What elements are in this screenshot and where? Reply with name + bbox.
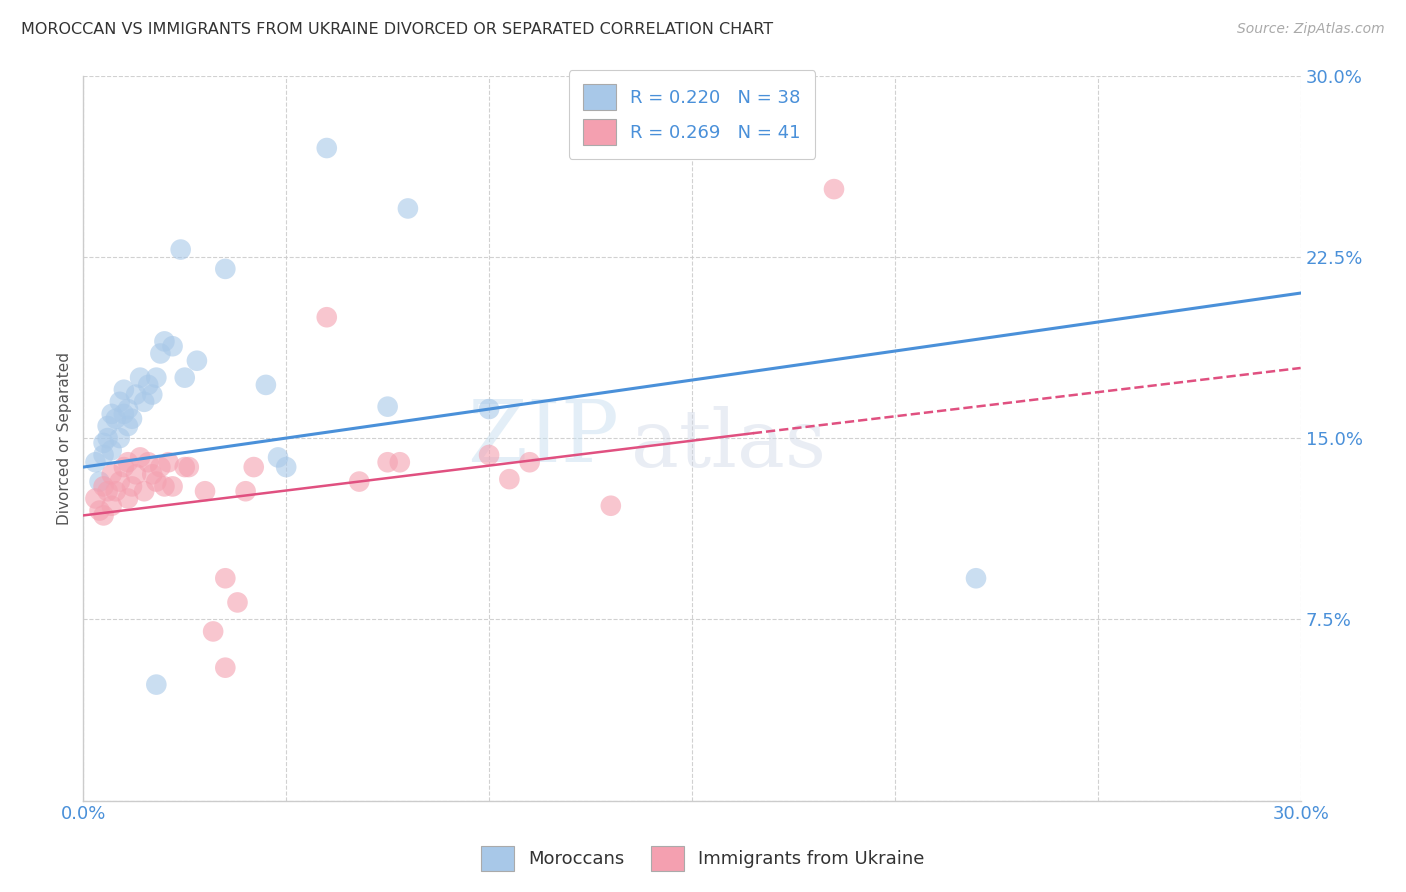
Legend: R = 0.220   N = 38, R = 0.269   N = 41: R = 0.220 N = 38, R = 0.269 N = 41 — [569, 70, 815, 159]
Point — [478, 402, 501, 417]
Text: Source: ZipAtlas.com: Source: ZipAtlas.com — [1237, 22, 1385, 37]
Point — [129, 370, 152, 384]
Point — [100, 407, 122, 421]
Point — [242, 460, 264, 475]
Point — [315, 310, 337, 325]
Legend: Moroccans, Immigrants from Ukraine: Moroccans, Immigrants from Ukraine — [474, 838, 932, 879]
Point — [194, 484, 217, 499]
Point — [347, 475, 370, 489]
Y-axis label: Divorced or Separated: Divorced or Separated — [58, 351, 72, 524]
Point — [125, 467, 148, 482]
Point — [136, 377, 159, 392]
Point — [153, 334, 176, 349]
Point — [377, 400, 399, 414]
Point — [108, 475, 131, 489]
Point — [121, 479, 143, 493]
Point — [157, 455, 180, 469]
Point — [89, 475, 111, 489]
Point — [149, 460, 172, 475]
Point — [84, 455, 107, 469]
Point — [173, 370, 195, 384]
Point — [315, 141, 337, 155]
Point — [599, 499, 621, 513]
Point — [214, 261, 236, 276]
Point — [100, 443, 122, 458]
Point — [965, 571, 987, 585]
Point — [173, 460, 195, 475]
Point — [177, 460, 200, 475]
Point — [214, 661, 236, 675]
Point — [498, 472, 520, 486]
Point — [84, 491, 107, 506]
Point — [141, 387, 163, 401]
Point — [134, 394, 156, 409]
Point — [145, 370, 167, 384]
Point — [162, 339, 184, 353]
Point — [117, 491, 139, 506]
Point — [162, 479, 184, 493]
Point — [125, 387, 148, 401]
Point — [136, 455, 159, 469]
Point — [121, 411, 143, 425]
Text: MOROCCAN VS IMMIGRANTS FROM UKRAINE DIVORCED OR SEPARATED CORRELATION CHART: MOROCCAN VS IMMIGRANTS FROM UKRAINE DIVO… — [21, 22, 773, 37]
Point — [97, 484, 120, 499]
Text: ZIP: ZIP — [467, 396, 619, 480]
Point — [100, 499, 122, 513]
Point — [93, 448, 115, 462]
Point — [226, 595, 249, 609]
Point — [145, 475, 167, 489]
Point — [267, 450, 290, 465]
Point — [93, 508, 115, 523]
Point — [377, 455, 399, 469]
Point — [134, 484, 156, 499]
Point — [108, 431, 131, 445]
Point — [112, 460, 135, 475]
Point — [478, 448, 501, 462]
Point — [89, 503, 111, 517]
Point — [145, 677, 167, 691]
Point — [170, 243, 193, 257]
Point — [108, 394, 131, 409]
Point — [186, 353, 208, 368]
Point — [117, 455, 139, 469]
Point — [104, 484, 127, 499]
Point — [97, 431, 120, 445]
Point — [235, 484, 257, 499]
Point — [112, 407, 135, 421]
Point — [396, 202, 419, 216]
Point — [129, 450, 152, 465]
Point — [823, 182, 845, 196]
Point — [202, 624, 225, 639]
Point — [93, 479, 115, 493]
Point — [104, 411, 127, 425]
Point — [93, 436, 115, 450]
Point — [117, 419, 139, 434]
Point — [117, 402, 139, 417]
Point — [141, 467, 163, 482]
Point — [388, 455, 411, 469]
Point — [153, 479, 176, 493]
Text: atlas: atlas — [631, 407, 827, 484]
Point — [112, 383, 135, 397]
Point — [519, 455, 541, 469]
Point — [100, 467, 122, 482]
Point — [276, 460, 298, 475]
Point — [254, 377, 277, 392]
Point — [97, 419, 120, 434]
Point — [214, 571, 236, 585]
Point — [149, 346, 172, 360]
